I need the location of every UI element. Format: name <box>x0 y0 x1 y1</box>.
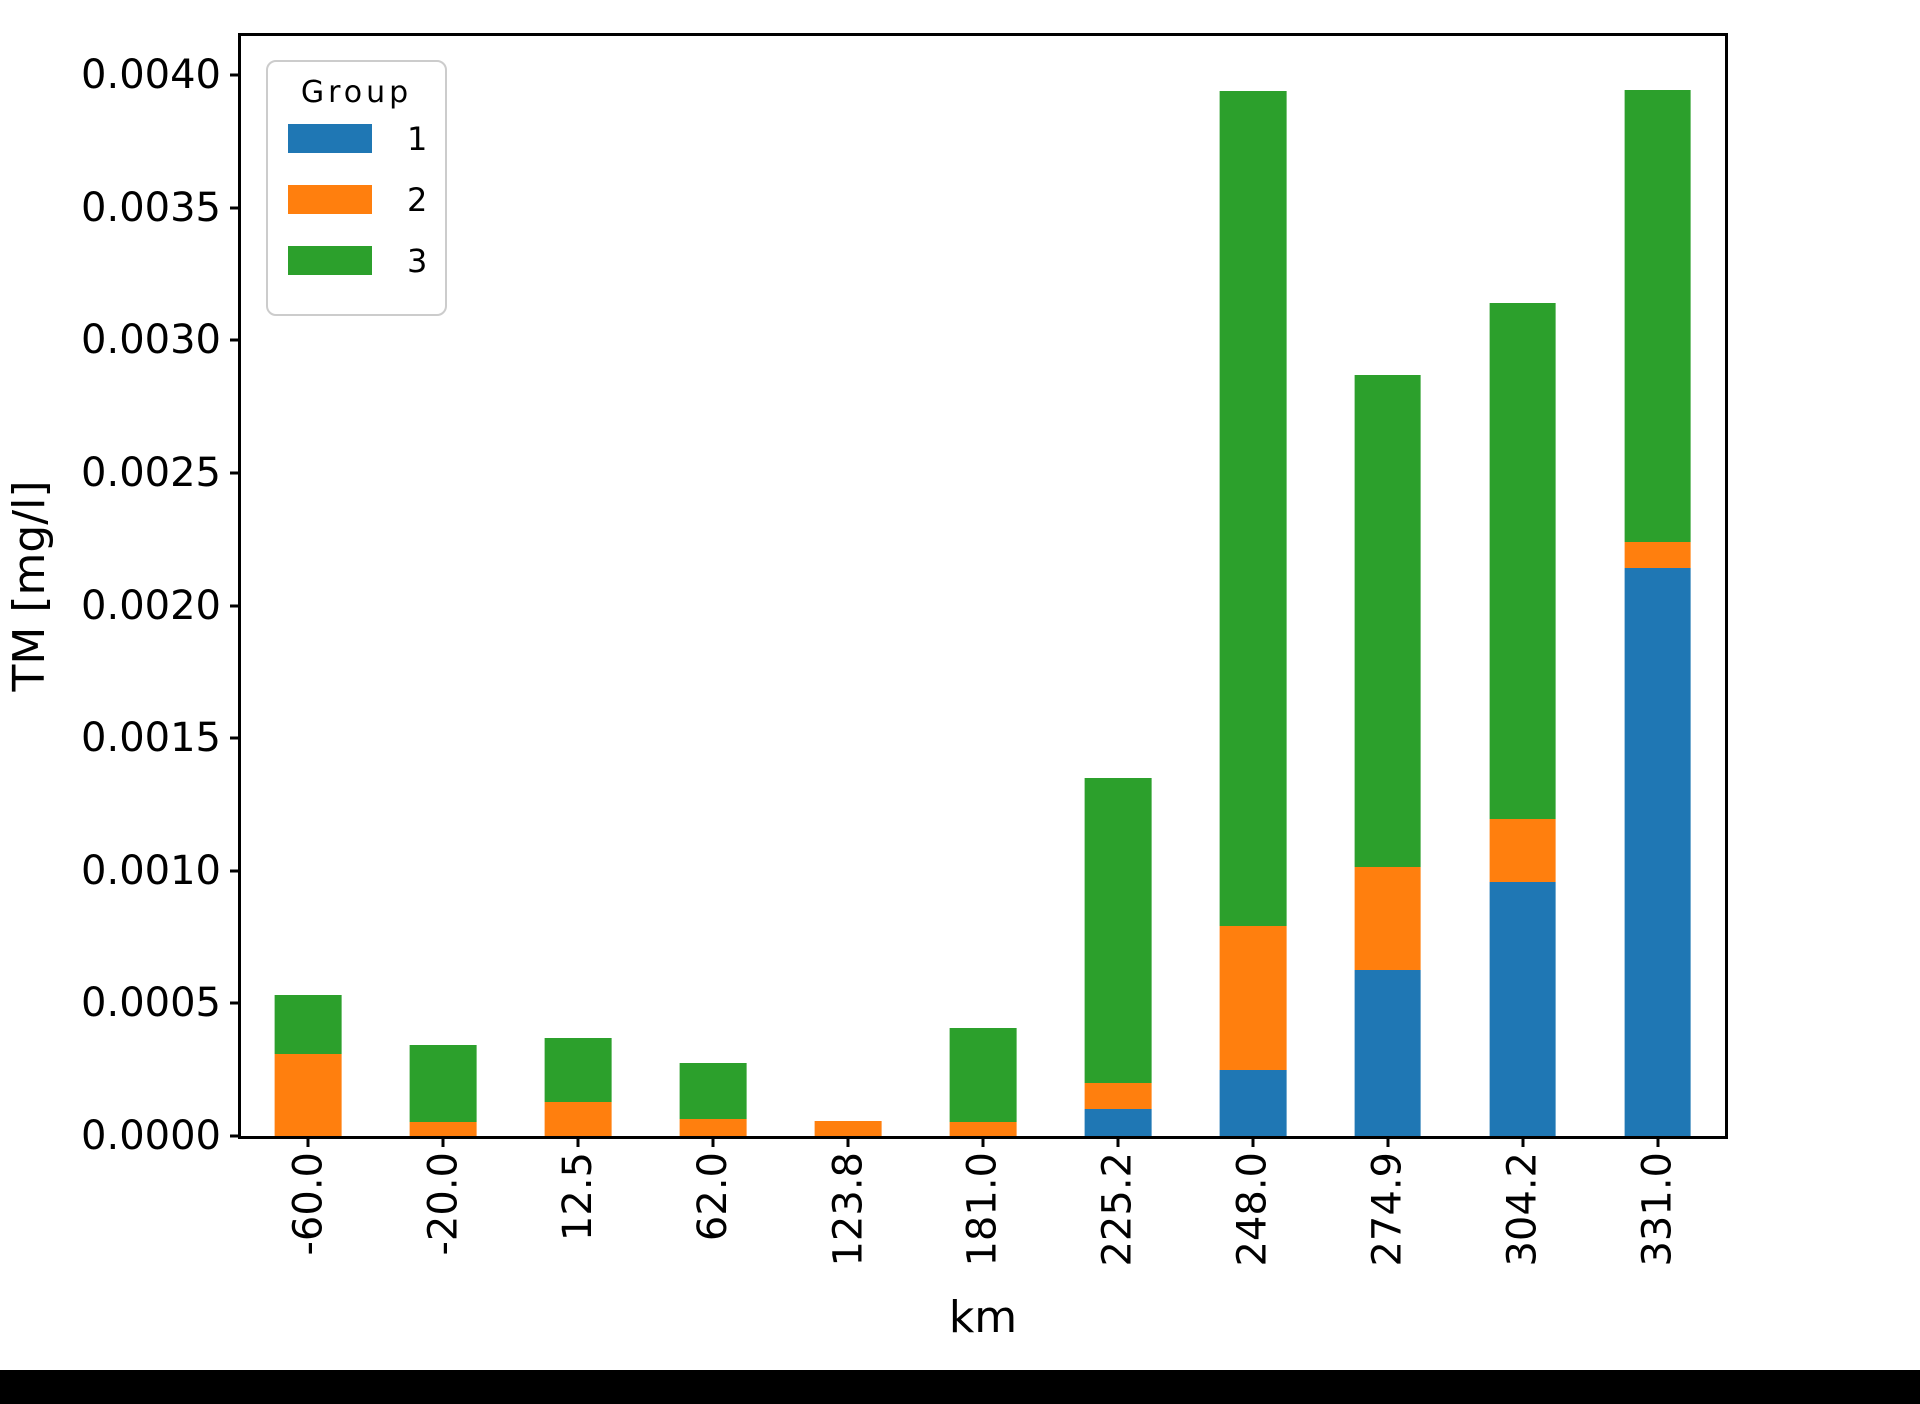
y-tick-label: 0.0005 <box>81 980 221 1027</box>
x-tick-mark <box>1656 1136 1660 1147</box>
y-tick-mark <box>230 1001 241 1005</box>
x-tick-mark <box>981 1136 985 1147</box>
y-tick-label: 0.0020 <box>81 582 221 629</box>
y-tick-label: 0.0040 <box>81 52 221 99</box>
bar-segment-group3-62.0 <box>679 1063 747 1119</box>
bar-segment-group2-123.8 <box>814 1121 882 1136</box>
bar-segment-group3-274.9 <box>1354 375 1422 868</box>
x-tick-label: 181.0 <box>960 1152 1006 1267</box>
bar-segment-group2-331.0 <box>1624 541 1691 568</box>
bar-segment-group2-274.9 <box>1354 867 1422 971</box>
bar-segment-group3-304.2 <box>1489 303 1557 820</box>
legend: Group 1 2 3 <box>266 60 447 316</box>
y-tick-label: 0.0000 <box>81 1113 221 1159</box>
legend-swatch-group2 <box>288 185 372 214</box>
bar-62.0 <box>679 36 747 1136</box>
bar-segment-group1-331.0 <box>1624 567 1691 1136</box>
bar-segment-group2-62.0 <box>679 1118 747 1136</box>
y-tick-label: 0.0035 <box>81 184 221 231</box>
x-tick-mark <box>846 1136 850 1147</box>
x-tick-label: 12.5 <box>555 1152 602 1242</box>
bar-segment-group3--60.0 <box>275 995 342 1054</box>
y-tick-mark <box>230 1134 241 1138</box>
x-tick-label: 123.8 <box>825 1152 872 1267</box>
legend-entry-label: 3 <box>407 241 428 280</box>
bar-331.0 <box>1624 36 1691 1136</box>
x-tick-label: 248.0 <box>1229 1152 1276 1267</box>
y-tick-mark <box>230 206 241 210</box>
x-tick-mark <box>306 1136 310 1147</box>
x-axis-label: km <box>948 1292 1018 1343</box>
y-tick-mark <box>230 338 241 342</box>
bar-segment-group2-248.0 <box>1219 925 1287 1070</box>
bar-225.2 <box>1084 36 1152 1136</box>
y-tick-label: 0.0025 <box>81 450 221 497</box>
y-tick-mark <box>230 869 241 873</box>
bar-segment-group1-225.2 <box>1084 1109 1152 1136</box>
x-tick-mark <box>441 1136 445 1147</box>
legend-entry-label: 2 <box>407 180 428 219</box>
legend-entry-2: 2 <box>288 180 445 219</box>
bar-segment-group3-12.5 <box>544 1038 612 1103</box>
legend-swatch-group1 <box>288 124 372 153</box>
bar-12.5 <box>544 36 612 1136</box>
bar-segment-group2--60.0 <box>275 1053 342 1136</box>
x-tick-mark <box>576 1136 580 1147</box>
y-tick-mark <box>230 471 241 475</box>
bar-segment-group1-248.0 <box>1219 1069 1287 1136</box>
y-axis-label: TM [mg/l] <box>4 480 55 692</box>
x-tick-mark <box>711 1136 715 1147</box>
bar-segment-group2-181.0 <box>949 1121 1017 1136</box>
bar-segment-group1-304.2 <box>1489 881 1557 1136</box>
y-tick-mark <box>230 73 241 77</box>
bar-segment-group3-225.2 <box>1084 778 1152 1083</box>
legend-title: Group <box>300 75 413 110</box>
bar-segment-group3--20.0 <box>409 1045 477 1122</box>
y-tick-label: 0.0030 <box>81 317 221 364</box>
x-tick-mark <box>1386 1136 1390 1147</box>
x-tick-mark <box>1521 1136 1525 1147</box>
bottom-black-bar <box>0 1370 1920 1404</box>
bar-segment-group3-181.0 <box>949 1027 1017 1122</box>
x-tick-label: -60.0 <box>285 1152 332 1256</box>
bar-segment-group2-225.2 <box>1084 1082 1152 1110</box>
bar-segment-group1-274.9 <box>1354 970 1422 1136</box>
bar-segment-group2-12.5 <box>544 1102 612 1136</box>
y-tick-mark <box>230 604 241 608</box>
x-tick-label: 225.2 <box>1094 1152 1141 1267</box>
bar-248.0 <box>1219 36 1287 1136</box>
x-tick-mark <box>1251 1136 1255 1147</box>
bar-segment-group2-304.2 <box>1489 819 1557 882</box>
bar--20.0 <box>409 36 477 1136</box>
bar-181.0 <box>949 36 1017 1136</box>
bar-segment-group3-331.0 <box>1624 89 1691 542</box>
plot-area: Group 1 2 3 0.0000 0.0005 0.0010 0.0015 0.0020… <box>81 33 1728 1267</box>
y-tick-label: 0.0010 <box>81 847 221 894</box>
x-tick-label: 304.2 <box>1499 1152 1546 1267</box>
y-tick-label: 0.0015 <box>81 715 221 762</box>
x-tick-label: 274.9 <box>1364 1152 1411 1267</box>
x-tick-label: 62.0 <box>690 1152 737 1242</box>
bar-123.8 <box>814 36 882 1136</box>
bar--60.0 <box>275 36 342 1136</box>
bar-segment-group2--20.0 <box>409 1121 477 1136</box>
x-tick-label: -20.0 <box>420 1152 467 1256</box>
bar-304.2 <box>1489 36 1557 1136</box>
bar-274.9 <box>1354 36 1422 1136</box>
x-tick-mark <box>1116 1136 1120 1147</box>
y-tick-mark <box>230 736 241 740</box>
legend-swatch-group3 <box>288 246 372 275</box>
legend-entry-1: 1 <box>288 119 445 158</box>
legend-entry-3: 3 <box>288 241 445 280</box>
x-tick-label: 331.0 <box>1634 1152 1681 1267</box>
bar-segment-group3-248.0 <box>1219 90 1287 926</box>
legend-entry-label: 1 <box>407 119 428 158</box>
